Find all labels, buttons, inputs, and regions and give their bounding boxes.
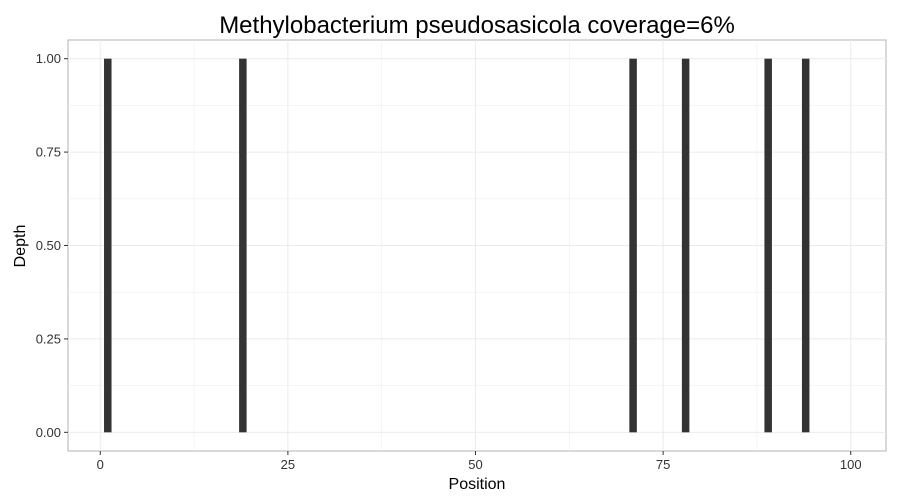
coverage-bar bbox=[681, 58, 690, 433]
bars bbox=[104, 58, 810, 433]
x-tick-label: 50 bbox=[468, 457, 482, 472]
x-tick-label: 25 bbox=[281, 457, 295, 472]
y-axis-ticks: 0.00 0.25 0.50 0.75 1.00 bbox=[36, 51, 68, 440]
coverage-bar bbox=[764, 58, 772, 433]
x-axis-title: Position bbox=[449, 476, 506, 493]
x-tick-label: 0 bbox=[97, 457, 104, 472]
y-tick-label: 1.00 bbox=[36, 51, 61, 66]
y-axis-title: Depth bbox=[12, 225, 29, 268]
y-tick-label: 0.50 bbox=[36, 238, 61, 253]
chart-title: Methylobacterium pseudosasicola coverage… bbox=[219, 12, 735, 39]
coverage-bar bbox=[629, 58, 637, 433]
x-axis-ticks: 0 25 50 75 100 bbox=[97, 451, 862, 472]
x-tick-label: 100 bbox=[840, 457, 862, 472]
coverage-bar bbox=[801, 58, 810, 433]
y-tick-label: 0.00 bbox=[36, 425, 61, 440]
x-tick-label: 75 bbox=[656, 457, 670, 472]
y-tick-label: 0.25 bbox=[36, 331, 61, 346]
coverage-bar bbox=[104, 58, 112, 433]
grid-lines bbox=[68, 40, 886, 451]
y-tick-label: 0.75 bbox=[36, 145, 61, 160]
coverage-bar bbox=[239, 58, 247, 433]
